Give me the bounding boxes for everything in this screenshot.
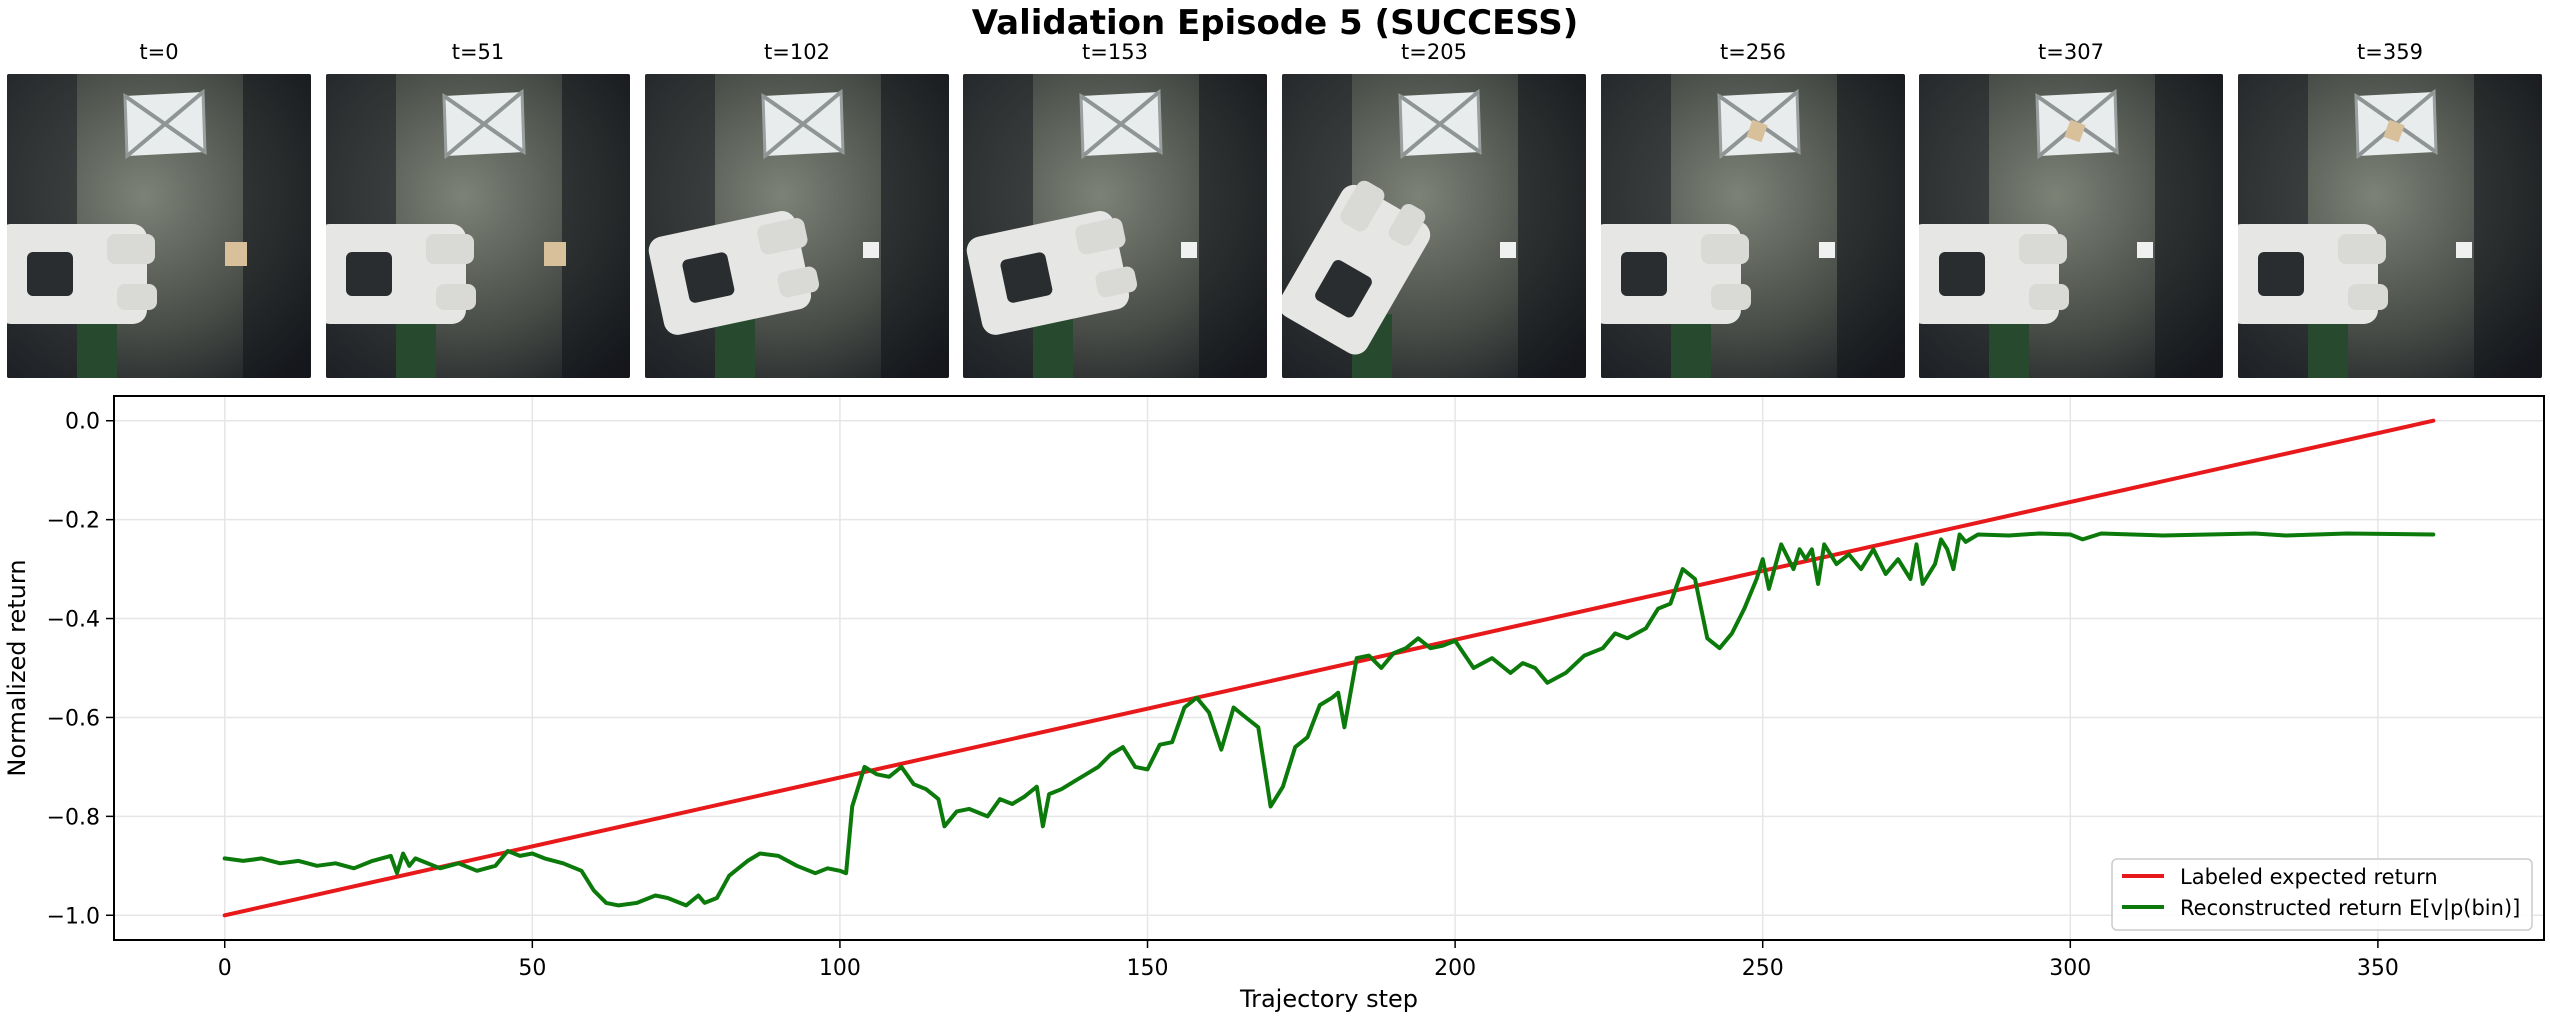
y-tick-label: −0.2: [47, 509, 100, 534]
legend-label-labeled: Labeled expected return: [2180, 865, 2438, 889]
plot-frame: [113, 395, 2545, 941]
y-tick-label: −0.4: [47, 608, 100, 633]
y-axis-label: Normalized return: [3, 559, 31, 776]
legend-box: [2111, 858, 2533, 931]
camera-frame: [1919, 74, 2223, 378]
camera-frame: [326, 74, 630, 378]
frame-label: t=359: [2357, 40, 2423, 64]
legend: Labeled expected return Reconstructed re…: [2111, 858, 2533, 931]
camera-frame: [1601, 74, 1905, 378]
camera-frame: [963, 74, 1267, 378]
labeled-return-line: [222, 418, 2436, 918]
axis-ticks: 0 50 100 150 200 250 300 350 0.0 −0.2 −0.4 −0.6 −0.8…: [47, 410, 2399, 981]
chart-title: Validation Episode 5 (SUCCESS): [971, 3, 1579, 43]
frame-label: t=51: [451, 40, 505, 64]
camera-frame: [7, 74, 311, 378]
camera-frame: [2238, 74, 2542, 378]
x-tick-label: 250: [1742, 956, 1784, 981]
x-tick-label: 300: [2049, 956, 2091, 981]
frame-label: t=256: [1720, 40, 1786, 64]
y-tick-label: −1.0: [47, 904, 100, 929]
y-tick-label: 0.0: [65, 410, 100, 435]
x-tick-label: 50: [518, 956, 546, 981]
reconstructed-return-line: [222, 531, 2436, 908]
x-tick-label: 150: [1127, 956, 1169, 981]
series-lines: [222, 418, 2436, 918]
frame-label: t=102: [764, 40, 830, 64]
frame-label: t=205: [1401, 40, 1467, 64]
frame-label: t=0: [139, 40, 179, 64]
y-tick-label: −0.6: [47, 706, 100, 731]
camera-frame: [1282, 74, 1586, 378]
camera-frame: [645, 74, 949, 378]
x-tick-label: 350: [2357, 956, 2399, 981]
x-tick-label: 100: [819, 956, 861, 981]
x-axis-label: Trajectory step: [1239, 985, 1418, 1013]
frame-label: t=307: [2038, 40, 2104, 64]
legend-label-reconstructed: Reconstructed return E[v|p(bin)]: [2180, 896, 2520, 921]
x-tick-label: 200: [1434, 956, 1476, 981]
frame-label: t=153: [1082, 40, 1148, 64]
x-tick-label: 0: [218, 956, 232, 981]
y-tick-label: −0.8: [47, 805, 100, 830]
grid-lines: [114, 396, 2544, 940]
